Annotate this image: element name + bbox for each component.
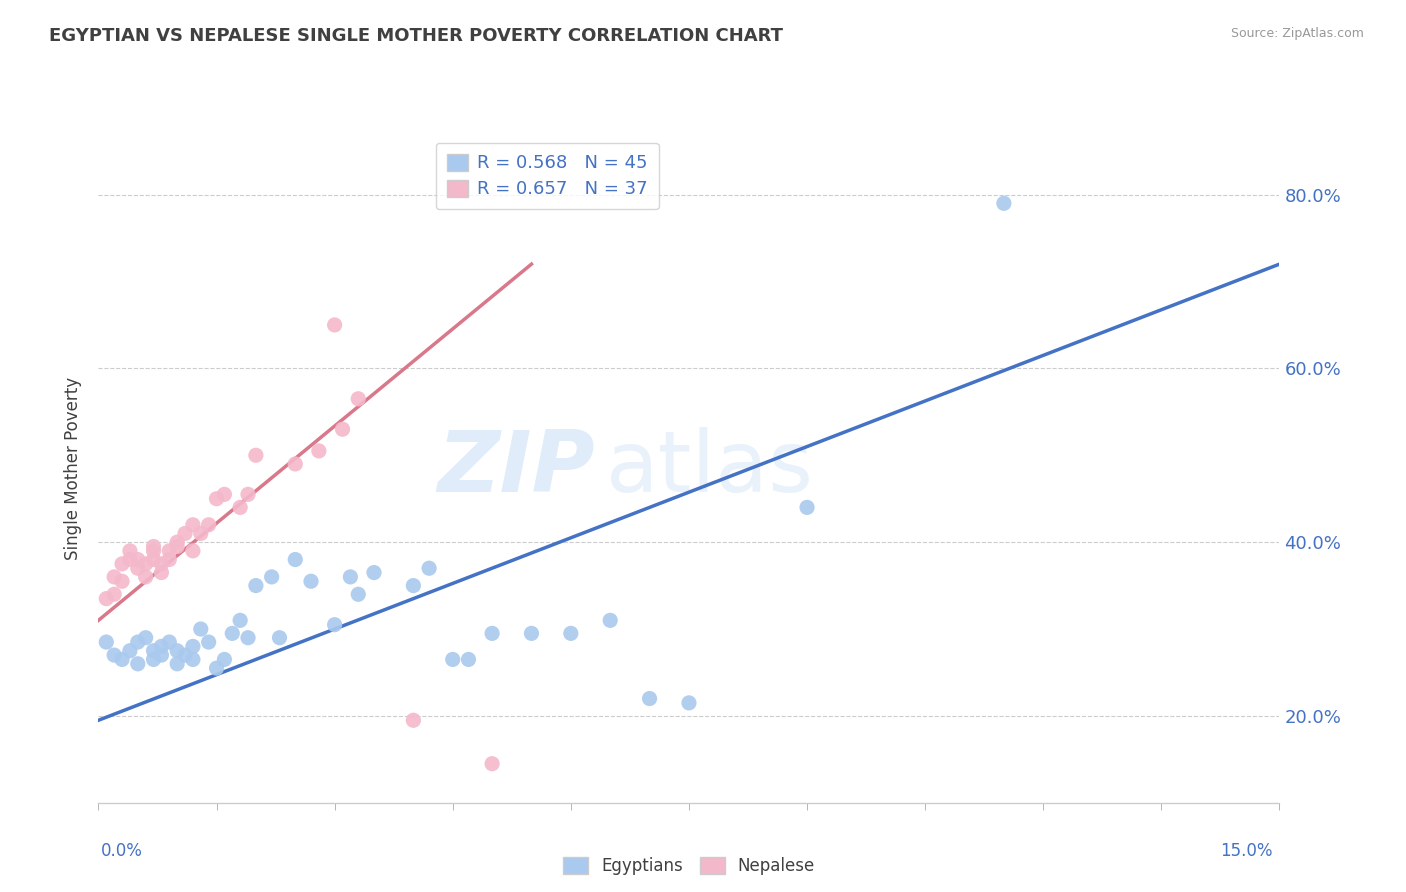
Text: ZIP: ZIP bbox=[437, 426, 595, 510]
Point bbox=[181, 544, 204, 558]
Legend: Egyptians, Nepalese: Egyptians, Nepalese bbox=[557, 850, 821, 881]
Point bbox=[197, 517, 219, 532]
Point bbox=[363, 566, 385, 580]
Point bbox=[150, 640, 173, 654]
Point bbox=[166, 540, 188, 554]
Point bbox=[127, 561, 149, 575]
Point bbox=[599, 613, 621, 627]
Point bbox=[457, 652, 479, 666]
Point bbox=[245, 448, 267, 462]
Point bbox=[150, 566, 173, 580]
Point bbox=[166, 644, 188, 658]
Point bbox=[441, 652, 464, 666]
Point bbox=[142, 544, 165, 558]
Point bbox=[150, 648, 173, 662]
Point bbox=[103, 587, 125, 601]
Point bbox=[236, 487, 259, 501]
Point bbox=[221, 626, 243, 640]
Point bbox=[418, 561, 440, 575]
Point bbox=[96, 635, 118, 649]
Point bbox=[127, 635, 149, 649]
Point bbox=[118, 544, 141, 558]
Point bbox=[323, 318, 346, 332]
Point bbox=[332, 422, 354, 436]
Point bbox=[299, 574, 322, 589]
Point bbox=[135, 557, 157, 571]
Point bbox=[229, 500, 252, 515]
Point bbox=[190, 622, 212, 636]
Text: 0.0%: 0.0% bbox=[101, 842, 143, 860]
Point bbox=[520, 626, 543, 640]
Text: EGYPTIAN VS NEPALESE SINGLE MOTHER POVERTY CORRELATION CHART: EGYPTIAN VS NEPALESE SINGLE MOTHER POVER… bbox=[49, 27, 783, 45]
Point bbox=[127, 657, 149, 671]
Point bbox=[214, 487, 236, 501]
Point bbox=[174, 648, 197, 662]
Point bbox=[118, 552, 141, 566]
Point bbox=[347, 392, 370, 406]
Point bbox=[402, 578, 425, 592]
Point bbox=[284, 457, 307, 471]
Point bbox=[347, 587, 370, 601]
Y-axis label: Single Mother Poverty: Single Mother Poverty bbox=[65, 376, 83, 560]
Point bbox=[236, 631, 259, 645]
Point bbox=[174, 526, 197, 541]
Point bbox=[560, 626, 582, 640]
Point bbox=[402, 713, 425, 727]
Point bbox=[135, 570, 157, 584]
Point bbox=[103, 570, 125, 584]
Point bbox=[308, 444, 330, 458]
Point bbox=[339, 570, 361, 584]
Point bbox=[214, 652, 236, 666]
Point bbox=[127, 552, 149, 566]
Point bbox=[142, 652, 165, 666]
Point bbox=[96, 591, 118, 606]
Point bbox=[481, 626, 503, 640]
Point bbox=[245, 578, 267, 592]
Point bbox=[678, 696, 700, 710]
Point bbox=[142, 540, 165, 554]
Point bbox=[205, 491, 228, 506]
Point bbox=[142, 644, 165, 658]
Point bbox=[166, 535, 188, 549]
Point bbox=[796, 500, 818, 515]
Point bbox=[111, 557, 134, 571]
Point bbox=[638, 691, 661, 706]
Point bbox=[103, 648, 125, 662]
Point bbox=[481, 756, 503, 771]
Point bbox=[157, 544, 180, 558]
Point bbox=[118, 644, 141, 658]
Text: atlas: atlas bbox=[606, 426, 814, 510]
Point bbox=[166, 657, 188, 671]
Point bbox=[157, 635, 180, 649]
Point bbox=[181, 517, 204, 532]
Point bbox=[205, 661, 228, 675]
Point bbox=[190, 526, 212, 541]
Text: Source: ZipAtlas.com: Source: ZipAtlas.com bbox=[1230, 27, 1364, 40]
Point bbox=[150, 557, 173, 571]
Point bbox=[181, 652, 204, 666]
Point bbox=[323, 617, 346, 632]
Point bbox=[269, 631, 291, 645]
Point bbox=[181, 640, 204, 654]
Point bbox=[135, 631, 157, 645]
Point bbox=[260, 570, 283, 584]
Point bbox=[229, 613, 252, 627]
Point bbox=[284, 552, 307, 566]
Point bbox=[157, 552, 180, 566]
Point bbox=[111, 574, 134, 589]
Point bbox=[142, 552, 165, 566]
Point bbox=[111, 652, 134, 666]
Point bbox=[197, 635, 219, 649]
Point bbox=[993, 196, 1015, 211]
Text: 15.0%: 15.0% bbox=[1220, 842, 1272, 860]
